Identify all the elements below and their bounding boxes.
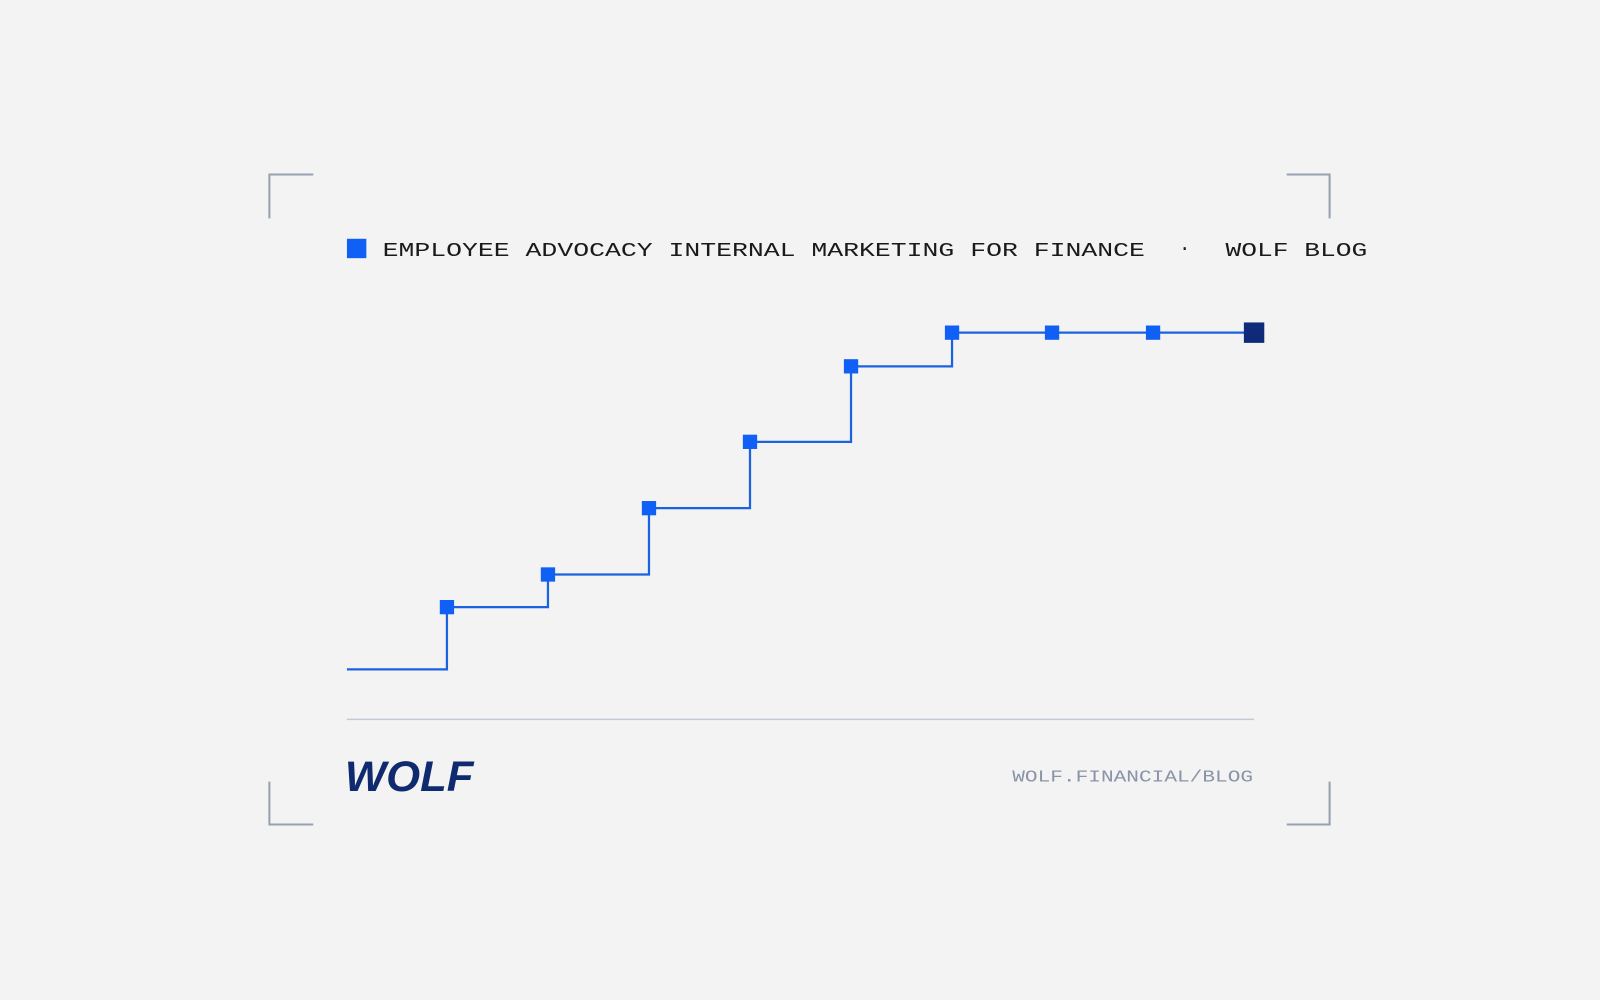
step-marker — [742, 434, 758, 449]
corner-bottom-right — [1286, 781, 1331, 826]
corner-bottom-left — [268, 781, 314, 826]
final-marker — [1243, 322, 1265, 343]
corner-top-left — [268, 173, 314, 219]
step-marker — [439, 600, 455, 615]
step-markers — [439, 325, 1161, 615]
blog-label: WOLF BLOG — [1226, 240, 1368, 262]
step-marker — [641, 501, 657, 516]
step-marker — [1145, 325, 1161, 340]
step-marker — [944, 325, 960, 340]
separator: · — [1179, 238, 1191, 260]
logo: WOLF — [345, 753, 475, 801]
title-icon — [346, 238, 367, 259]
title: EMPLOYEE ADVOCACY INTERNAL MARKETING FOR… — [383, 240, 1145, 262]
step-line — [346, 331, 1255, 671]
step-marker — [843, 359, 859, 374]
corner-top-right — [1286, 173, 1331, 219]
corner-brackets — [268, 173, 1331, 826]
step-marker — [540, 567, 556, 582]
footer-url: WOLF.FINANCIAL/BLOG — [1012, 768, 1253, 787]
step-marker — [1044, 325, 1060, 340]
